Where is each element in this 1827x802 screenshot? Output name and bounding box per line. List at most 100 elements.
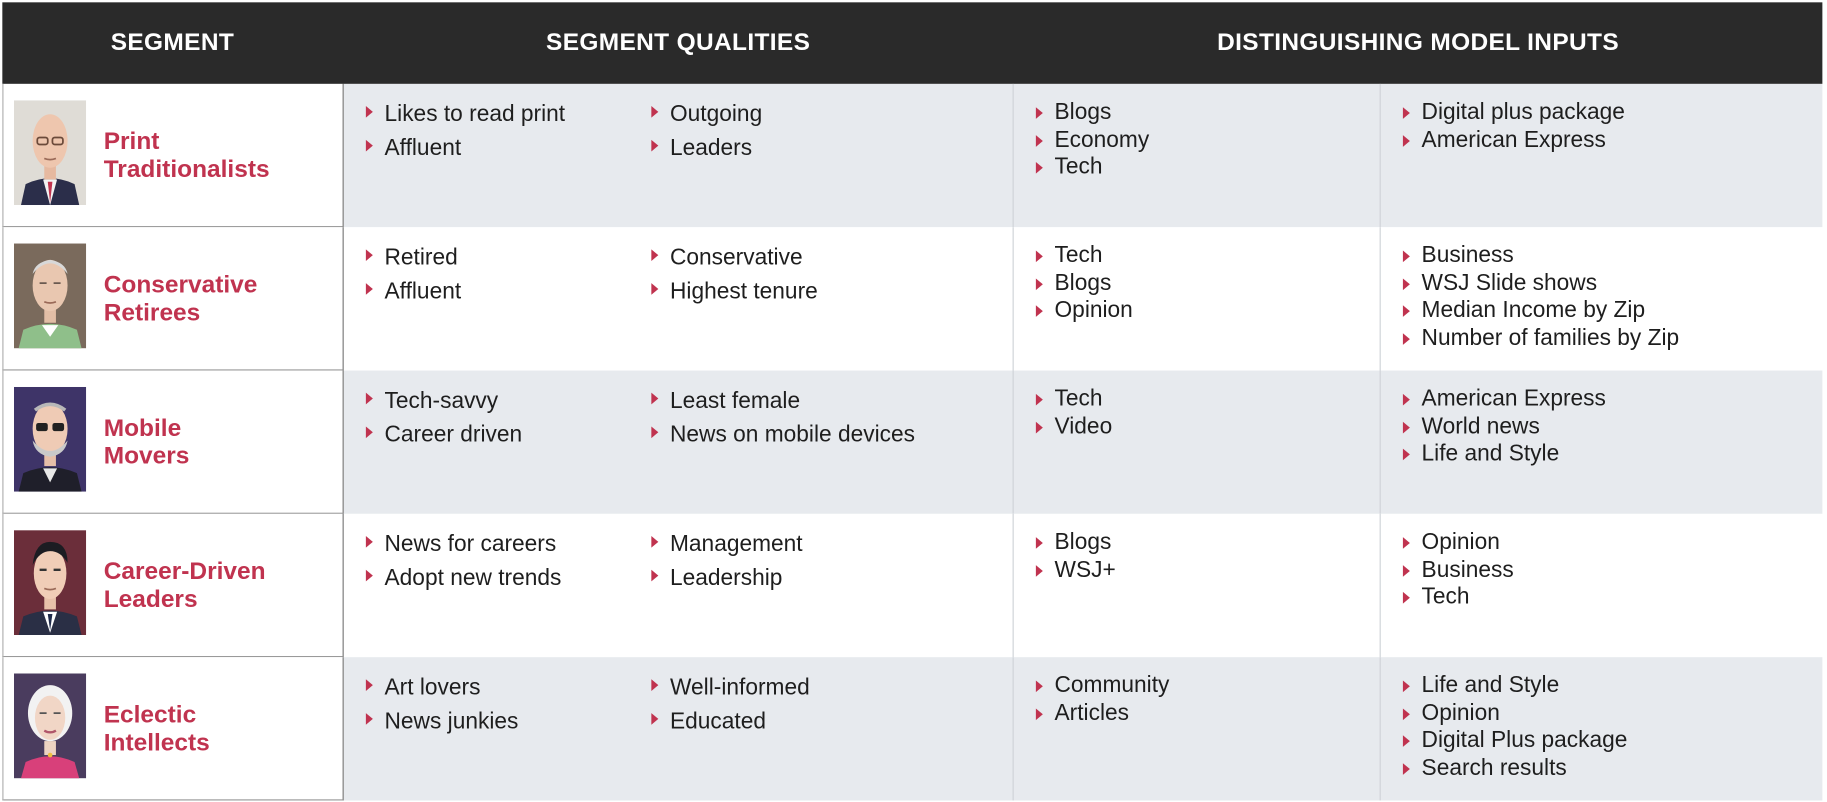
list-item: Search results <box>1402 755 1628 783</box>
list-item: Tech <box>1035 386 1112 414</box>
divider <box>2 512 343 514</box>
header-model-inputs: DISTINGUISHING MODEL INPUTS <box>1217 29 1619 56</box>
list-item: Economy <box>1035 127 1149 155</box>
inputs-left-list: Blogs Economy Tech <box>1035 99 1149 182</box>
divider <box>1012 370 1014 514</box>
list-item: WSJ Slide shows <box>1402 270 1679 298</box>
divider <box>2 227 4 371</box>
list-item: Median Income by Zip <box>1402 298 1679 326</box>
segment-name-cell: Conservative Retirees <box>104 227 337 370</box>
divider <box>1379 657 1381 801</box>
qualities-right-list: Conservative Highest tenure <box>651 241 818 309</box>
list-item: Well-informed <box>651 671 810 705</box>
segment-name: Mobile Movers <box>103 414 190 469</box>
qualities-left-list: News for careers Adopt new trends <box>365 528 561 596</box>
list-item: Opinion <box>1035 298 1133 326</box>
divider <box>1012 657 1014 801</box>
divider <box>342 513 344 658</box>
divider <box>2 370 4 514</box>
qualities-left-list: Likes to read print Affluent <box>365 98 565 166</box>
list-item: World news <box>1402 413 1606 441</box>
list-item: News on mobile devices <box>651 418 915 452</box>
row-background <box>343 83 1823 228</box>
divider <box>1379 227 1381 371</box>
list-item: Opinion <box>1402 700 1628 728</box>
businessman-portrait-icon <box>13 530 87 636</box>
list-item: Art lovers <box>365 671 519 705</box>
segment-name-cell: Career-Driven Leaders <box>104 514 337 657</box>
list-item: Blogs <box>1035 270 1133 298</box>
list-item: Adopt new trends <box>365 562 561 596</box>
list-item: Video <box>1035 413 1112 441</box>
list-item: Leadership <box>651 562 802 596</box>
row-background <box>343 227 1823 371</box>
inputs-right-list: American Express World news Life and Style <box>1402 386 1606 469</box>
list-item: Life and Style <box>1402 672 1628 700</box>
divider <box>2 369 343 371</box>
list-item: Blogs <box>1035 529 1116 557</box>
list-item: Digital Plus package <box>1402 728 1627 756</box>
divider <box>1012 513 1014 658</box>
inputs-left-list: Tech Blogs Opinion <box>1035 242 1133 326</box>
header-segment: SEGMENT <box>110 29 235 56</box>
man-with-glasses-portrait-icon <box>13 386 87 492</box>
segment-name: Career-Driven Leaders <box>103 557 266 613</box>
inputs-left-list: Community Articles <box>1035 672 1170 728</box>
table-header: SEGMENT SEGMENT QUALITIES DISTINGUISHING… <box>2 2 1823 84</box>
divider <box>2 513 4 658</box>
table-row: Mobile Movers Tech-savvy Career driven Leas… <box>2 370 1823 514</box>
list-item: Likes to read print <box>365 98 565 132</box>
list-item: Tech-savvy <box>365 385 522 419</box>
older-man-portrait-icon <box>13 243 87 349</box>
segment-name: Print Traditionalists <box>103 127 270 183</box>
divider <box>2 83 4 228</box>
qualities-left-list: Tech-savvy Career driven <box>365 385 522 453</box>
segment-name-cell: Mobile Movers <box>104 371 337 514</box>
row-background <box>343 513 1823 658</box>
segment-name: Conservative Retirees <box>103 270 258 326</box>
list-item: Management <box>651 528 803 562</box>
list-item: Leaders <box>651 132 762 166</box>
list-item: Affluent <box>365 275 461 309</box>
list-item: Number of families by Zip <box>1402 325 1679 353</box>
list-item: Affluent <box>365 132 565 166</box>
inputs-right-list: Life and Style Opinion Digital Plus packag… <box>1402 672 1628 783</box>
list-item: Least female <box>651 385 915 419</box>
inputs-right-list: Business WSJ Slide shows Median Income by … <box>1402 242 1679 353</box>
list-item: Tech <box>1035 154 1149 182</box>
qualities-right-list: Well-informed Educated <box>651 671 810 739</box>
bald-man-with-glasses-portrait-icon <box>13 100 87 206</box>
divider <box>2 226 343 228</box>
divider <box>342 227 344 371</box>
segment-name-cell: Eclectic Intellects <box>104 657 337 800</box>
inputs-right-list: Opinion Business Tech <box>1402 529 1514 612</box>
divider <box>1379 513 1381 658</box>
divider <box>2 656 343 658</box>
row-background <box>343 370 1823 514</box>
table-row: Eclectic Intellects Art lovers News junkie… <box>2 657 1823 801</box>
table-row: Career-Driven Leaders News for careers Ado… <box>2 513 1823 658</box>
list-item: Retired <box>365 241 461 275</box>
qualities-right-list: Least female News on mobile devices <box>651 385 915 453</box>
qualities-right-list: Outgoing Leaders <box>651 98 762 166</box>
list-item: American Express <box>1402 127 1625 155</box>
list-item: Community <box>1035 672 1169 700</box>
list-item: Tech <box>1035 242 1133 270</box>
qualities-right-list: Management Leadership <box>651 528 803 596</box>
list-item: Conservative <box>651 241 817 275</box>
list-item: Tech <box>1402 584 1514 612</box>
divider <box>1012 83 1014 228</box>
list-item: Highest tenure <box>651 275 818 309</box>
list-item: Articles <box>1035 700 1170 728</box>
inputs-right-list: Digital plus package American Express <box>1402 99 1625 155</box>
row-background <box>343 657 1823 801</box>
qualities-left-list: Art lovers News junkies <box>365 671 519 739</box>
header-segment-qualities: SEGMENT QUALITIES <box>546 29 811 56</box>
list-item: Outgoing <box>651 98 762 132</box>
inputs-left-list: Blogs WSJ+ <box>1035 529 1116 585</box>
divider <box>342 657 344 801</box>
divider <box>1012 227 1014 371</box>
list-item: Business <box>1402 242 1679 270</box>
list-item: WSJ+ <box>1035 557 1116 585</box>
list-item: Business <box>1402 557 1514 585</box>
